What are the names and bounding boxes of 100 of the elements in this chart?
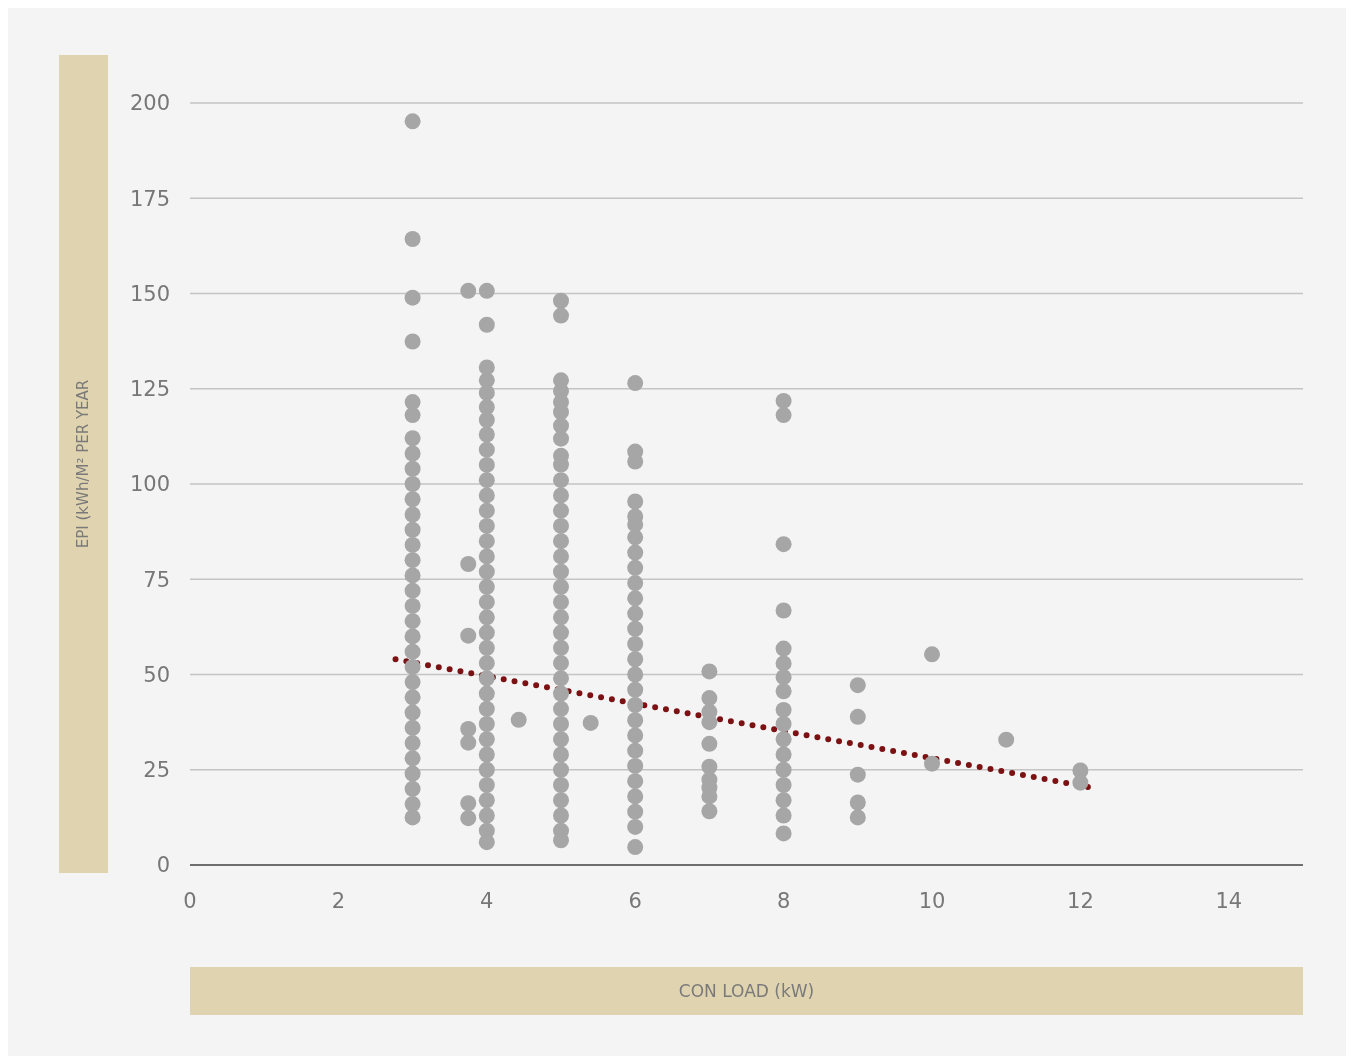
point [478, 578, 495, 595]
point [627, 666, 644, 683]
point [627, 757, 644, 774]
y-axis-title: EPI (kWh/M² PER YEAR [74, 379, 93, 549]
point [404, 113, 421, 130]
point [478, 533, 495, 550]
point [627, 773, 644, 790]
point [627, 651, 644, 668]
point [627, 575, 644, 592]
point [775, 761, 792, 778]
point [404, 765, 421, 782]
point [478, 609, 495, 626]
point [627, 712, 644, 729]
x-tick-label: 10 [918, 888, 946, 913]
point [460, 795, 477, 812]
point [627, 605, 644, 622]
point [775, 731, 792, 748]
point [478, 563, 495, 580]
point [775, 640, 792, 657]
point [553, 292, 569, 309]
point [849, 708, 866, 725]
point [553, 307, 569, 324]
point [478, 456, 495, 473]
point [553, 430, 569, 447]
point [404, 491, 421, 508]
point [404, 780, 421, 797]
point [404, 658, 421, 675]
point [478, 359, 495, 376]
point [553, 761, 569, 778]
point [775, 792, 792, 809]
point [553, 487, 569, 504]
point [627, 681, 644, 698]
point [627, 803, 644, 820]
point [404, 796, 421, 813]
point [553, 716, 569, 733]
point [553, 563, 569, 580]
y-tick-label: 200 [129, 91, 170, 116]
x-tick-label: 4 [480, 888, 494, 913]
point [404, 460, 421, 477]
point [478, 761, 495, 778]
point [627, 818, 644, 835]
point [553, 578, 569, 595]
point [553, 533, 569, 550]
point [775, 602, 792, 619]
point [478, 487, 495, 504]
point [849, 794, 866, 811]
point [478, 517, 495, 534]
x-tick-label: 0 [183, 888, 197, 913]
point [924, 755, 940, 772]
point [775, 776, 792, 793]
point [478, 502, 495, 519]
point [553, 594, 569, 611]
point [553, 655, 569, 672]
point [553, 548, 569, 565]
point [404, 643, 421, 660]
point [553, 807, 569, 824]
point [701, 690, 718, 707]
point [460, 556, 477, 573]
point [553, 776, 569, 793]
point [553, 700, 569, 717]
point [775, 407, 792, 424]
point [553, 731, 569, 748]
point [627, 727, 644, 744]
point [478, 282, 495, 299]
point [478, 594, 495, 611]
point [404, 445, 421, 462]
point [510, 711, 527, 728]
point [627, 696, 644, 713]
point [478, 776, 495, 793]
point [460, 810, 477, 827]
y-tick-label: 75 [143, 567, 170, 592]
y-tick-label: 0 [156, 853, 170, 878]
point [775, 746, 792, 763]
point [553, 792, 569, 809]
point [478, 792, 495, 809]
point [478, 426, 495, 443]
point [553, 472, 569, 489]
point [627, 788, 644, 805]
point [775, 669, 792, 686]
point [775, 825, 792, 842]
point [849, 766, 866, 783]
x-axis-title: CON LOAD (kW) [190, 967, 1303, 1015]
point [998, 731, 1015, 748]
point [627, 529, 644, 546]
point [404, 704, 421, 721]
x-tick-label: 6 [628, 888, 642, 913]
point [701, 803, 718, 820]
point [627, 620, 644, 637]
point [404, 476, 421, 492]
point [404, 231, 421, 248]
point [404, 430, 421, 447]
point [553, 639, 569, 656]
point [775, 701, 792, 718]
point [849, 677, 866, 694]
point [404, 289, 421, 306]
point [627, 839, 644, 856]
point [478, 411, 495, 428]
point [404, 582, 421, 599]
point [404, 333, 421, 350]
point [404, 750, 421, 767]
